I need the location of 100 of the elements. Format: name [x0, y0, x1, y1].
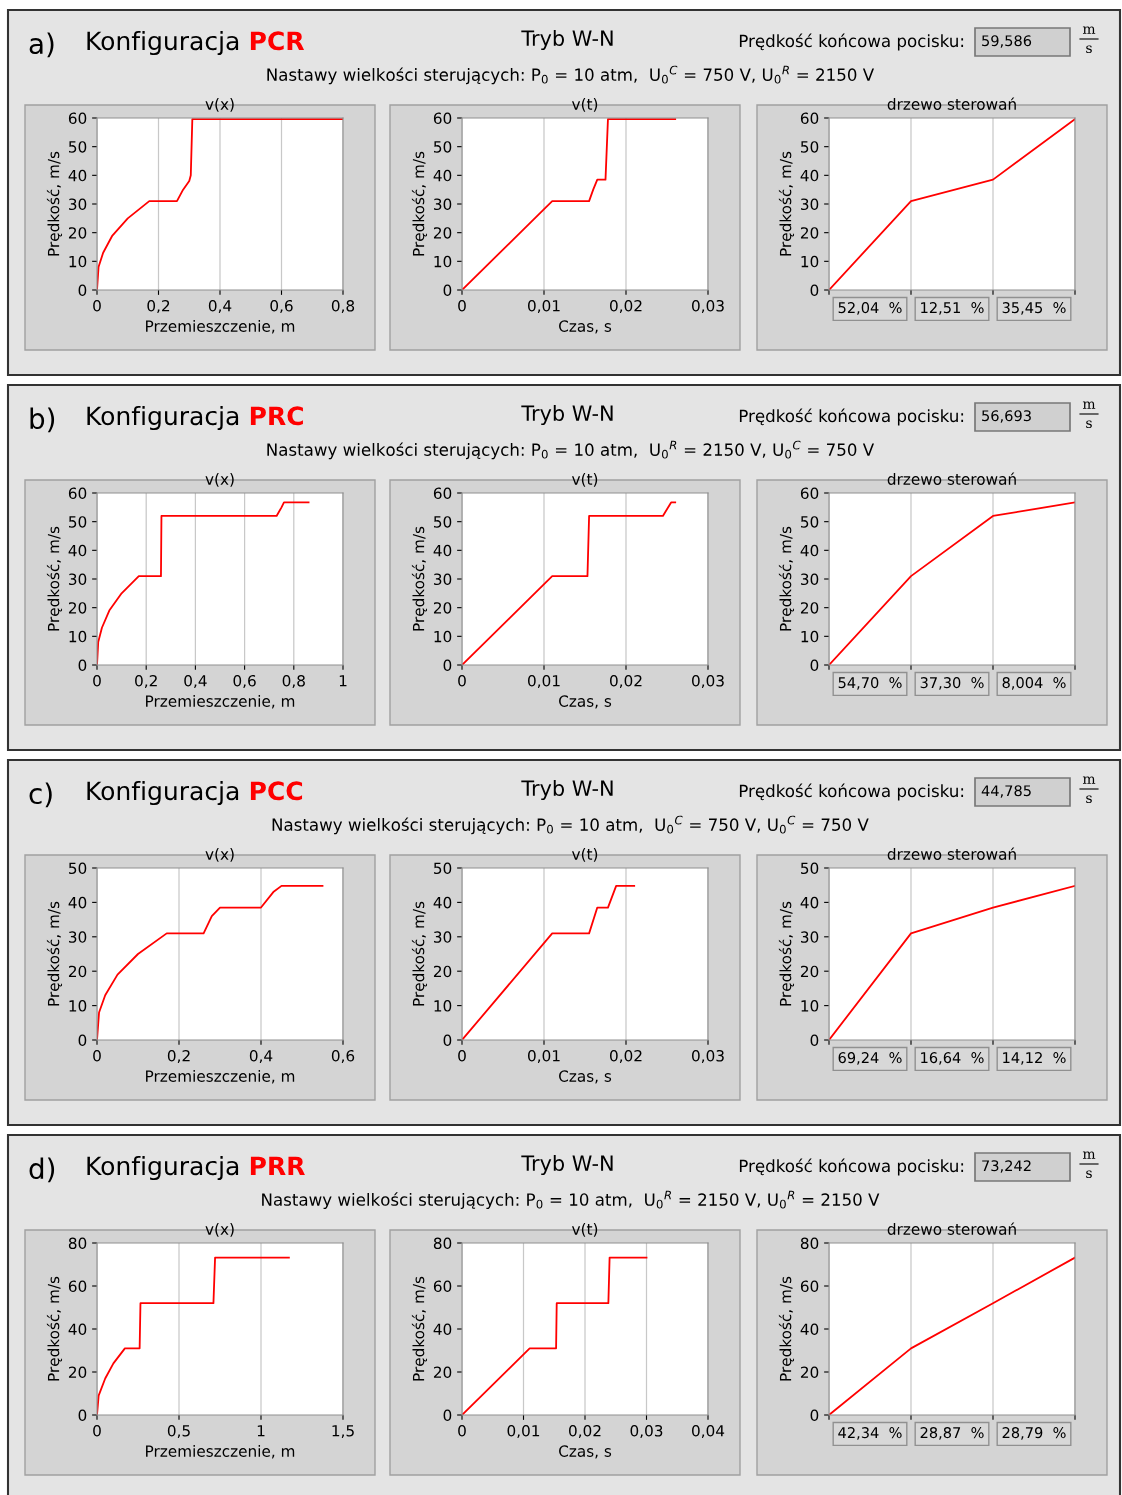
- y-tick-label: 20: [800, 965, 819, 978]
- y-tick-label: 40: [800, 1323, 819, 1336]
- text: 35,45 %: [1002, 302, 1066, 315]
- x-axis-title: Przemieszczenie, m: [146, 1070, 295, 1084]
- text: m: [1082, 26, 1096, 34]
- text: Tryb W-N: [521, 1154, 613, 1176]
- text: Tryb W-N: [521, 404, 613, 426]
- chart-title: v(t): [571, 848, 598, 862]
- y-tick-label: 0: [443, 1409, 452, 1422]
- text: 12,51 %: [921, 302, 984, 315]
- y-tick-label: 10: [69, 630, 87, 643]
- y-tick-label: 40: [800, 544, 819, 557]
- chart-title: v(x): [205, 1223, 234, 1237]
- y-tick-label: 10: [69, 1000, 87, 1012]
- y-tick-label: 80: [800, 1237, 819, 1250]
- x-axis-title: Czas, s: [559, 320, 612, 334]
- y-tick-label: 20: [433, 1366, 452, 1379]
- y-tick-label: 0: [810, 1034, 819, 1047]
- y-axis-title: Prędkość, m/s: [778, 1276, 795, 1381]
- chart-title: v(t): [571, 473, 598, 487]
- text: Tryb W-N: [521, 779, 613, 801]
- y-tick-label: 30: [801, 573, 819, 586]
- y-tick-label: 0: [810, 284, 819, 297]
- y-tick-label: 0: [443, 1034, 452, 1047]
- y-tick-label: 20: [800, 227, 819, 239]
- text: 73,242: [982, 1160, 1031, 1173]
- y-axis-title: Prędkość, m/s: [411, 901, 428, 1006]
- text: 16,64 %: [921, 1052, 984, 1065]
- chart-title: drzewo sterowań: [887, 1222, 1016, 1235]
- y-tick-label: 10: [434, 1000, 452, 1012]
- y-tick-label: 0: [810, 1409, 819, 1422]
- text: PRC: [250, 406, 303, 426]
- y-tick-label: 60: [433, 487, 452, 500]
- x-tick-label: 0: [93, 299, 101, 312]
- x-tick-label: 0,01: [528, 299, 560, 314]
- y-tick-label: 40: [68, 169, 87, 182]
- text: Konfiguracja: [87, 405, 239, 431]
- x-tick-label: 0,8: [331, 299, 355, 314]
- y-tick-label: 50: [69, 141, 87, 153]
- y-axis-title: Prędkość, m/s: [46, 526, 63, 631]
- y-tick-label: 20: [800, 1366, 819, 1379]
- y-tick-label: 60: [800, 1280, 819, 1293]
- y-tick-label: 0: [78, 284, 87, 297]
- y-tick-label: 30: [801, 931, 819, 943]
- chart-title: v(t): [571, 98, 598, 112]
- y-tick-label: 40: [68, 1323, 87, 1336]
- x-tick-label: 1: [339, 675, 347, 687]
- y-tick-label: 50: [434, 862, 452, 875]
- y-tick-label: 20: [68, 965, 87, 978]
- y-tick-label: 40: [800, 169, 819, 182]
- text: Konfiguracja: [87, 1155, 239, 1181]
- text: PCC: [250, 781, 303, 801]
- x-tick-label: 1: [257, 1425, 265, 1437]
- text: Nastawy wielkości sterujących: P$_{0}$ = 10 atm, U$_{0}$$^{R}$ = 2150 V, U$_{0}$$^{C}$ = 750 V: [267, 440, 875, 460]
- y-tick-label: 30: [434, 573, 452, 586]
- line-series: [462, 884, 636, 1040]
- y-tick-label: 40: [433, 896, 452, 909]
- y-tick-label: 0: [78, 1034, 87, 1047]
- x-tick-label: 0,4: [184, 674, 207, 689]
- y-tick-label: 60: [800, 487, 819, 500]
- text: 8,004 %: [1002, 677, 1066, 690]
- y-axis-title: Prędkość, m/s: [411, 1276, 428, 1381]
- x-tick-label: 0,2: [135, 674, 157, 689]
- x-tick-label: 0,01: [528, 674, 560, 689]
- y-tick-label: 40: [433, 1323, 452, 1336]
- y-tick-label: 50: [434, 141, 452, 153]
- text: PRR: [250, 1156, 305, 1175]
- text: 44,785: [981, 785, 1031, 798]
- text: s: [1086, 795, 1092, 804]
- line-series: [829, 118, 1075, 290]
- x-tick-label: 0: [458, 674, 466, 687]
- x-tick-label: 0,04: [692, 1424, 725, 1439]
- x-tick-label: 0,6: [270, 299, 293, 314]
- y-tick-label: 60: [68, 1280, 87, 1293]
- x-tick-label: 0,02: [610, 674, 642, 689]
- text: Konfiguracja: [87, 30, 239, 56]
- x-tick-label: 0,01: [528, 1049, 560, 1064]
- y-tick-label: 10: [801, 630, 819, 643]
- x-axis-title: Przemieszczenie, m: [146, 695, 295, 709]
- y-axis-title: Prędkość, m/s: [411, 526, 428, 631]
- y-tick-label: 40: [433, 169, 452, 182]
- chart-title: v(x): [205, 848, 234, 862]
- x-tick-label: 0,8: [282, 674, 305, 689]
- y-tick-label: 50: [69, 516, 87, 528]
- y-axis-title: Prędkość, m/s: [411, 151, 428, 256]
- y-axis-title: Prędkość, m/s: [46, 901, 63, 1006]
- x-tick-label: 0: [458, 299, 466, 312]
- y-tick-label: 0: [443, 659, 452, 672]
- text: 59,586: [982, 35, 1032, 48]
- line-series: [462, 1256, 648, 1415]
- x-tick-label: 0,02: [610, 299, 642, 314]
- y-axis-title: Prędkość, m/s: [778, 526, 795, 631]
- chart-title: drzewo sterowań: [887, 472, 1016, 485]
- x-tick-label: 0,03: [692, 1049, 724, 1064]
- text: 37,30 %: [920, 677, 984, 690]
- text: Prędkość końcowa pocisku:: [739, 783, 964, 801]
- y-tick-label: 60: [68, 112, 87, 125]
- y-tick-label: 40: [68, 544, 87, 557]
- y-tick-label: 50: [801, 862, 819, 875]
- y-tick-label: 10: [801, 255, 819, 268]
